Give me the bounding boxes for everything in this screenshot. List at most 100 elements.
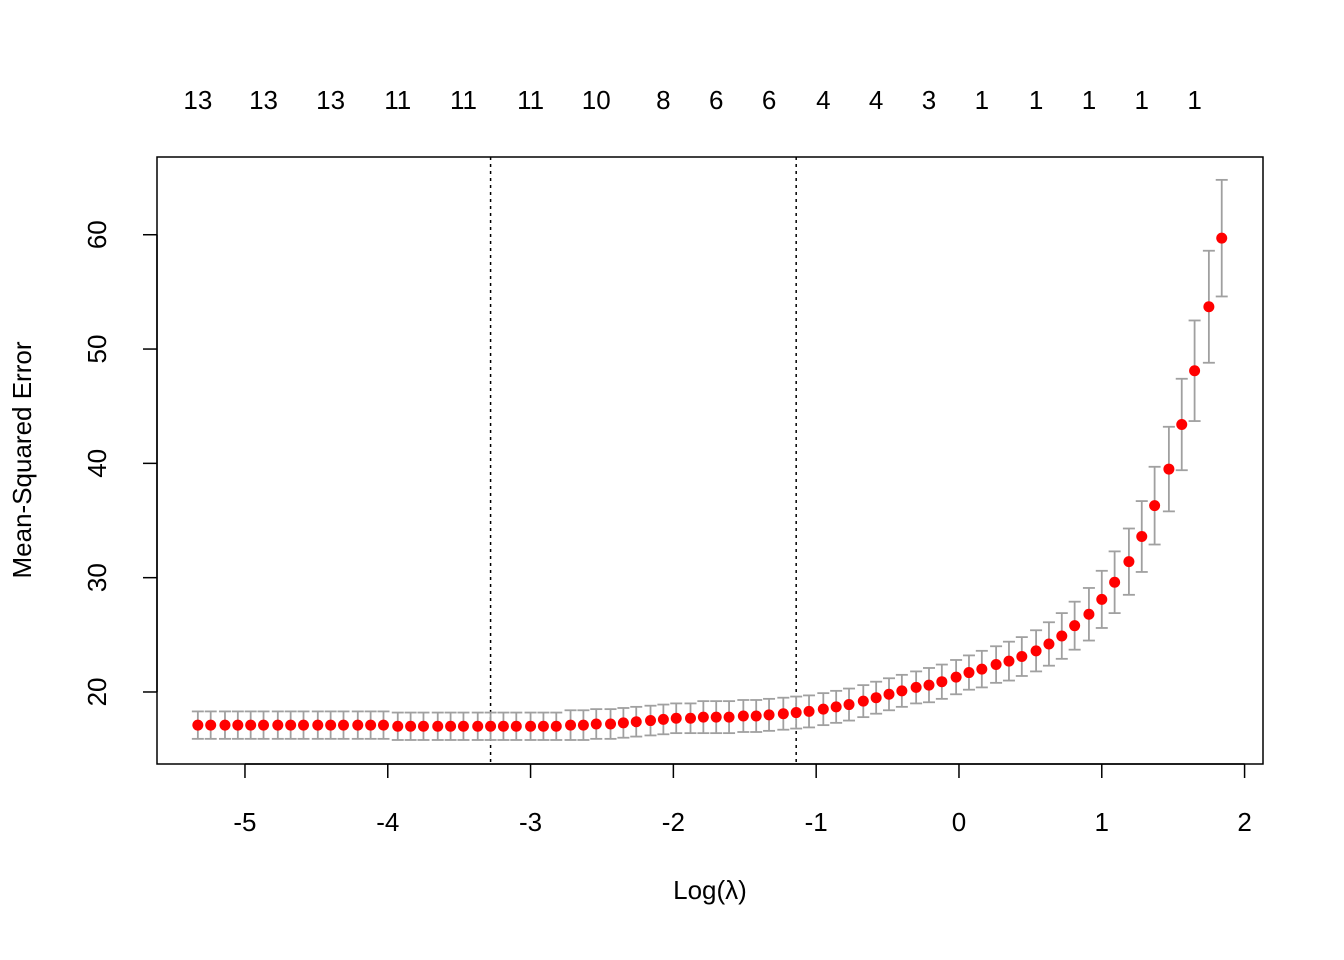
point	[392, 720, 404, 732]
point	[870, 692, 882, 704]
point	[990, 659, 1002, 671]
x-tick-label: 1	[1095, 807, 1109, 837]
point	[950, 671, 962, 683]
point	[685, 712, 697, 724]
point	[337, 719, 349, 731]
point	[817, 703, 829, 715]
top-tick-label: 4	[869, 85, 883, 115]
y-tick-label: 60	[82, 220, 112, 249]
top-tick-label: 6	[709, 85, 723, 115]
top-tick-label: 13	[316, 85, 345, 115]
point	[565, 719, 577, 731]
y-tick-label: 40	[82, 449, 112, 478]
point	[577, 719, 589, 731]
y-tick-label: 50	[82, 335, 112, 364]
point	[936, 676, 948, 688]
point	[723, 711, 735, 723]
top-tick-label: 1	[1082, 85, 1096, 115]
point	[1003, 655, 1015, 667]
top-tick-label: 13	[249, 85, 278, 115]
point	[1149, 500, 1161, 512]
top-tick-label: 4	[816, 85, 830, 115]
point	[205, 719, 217, 731]
point	[497, 720, 509, 732]
point	[245, 719, 257, 731]
point	[525, 720, 537, 732]
point	[590, 718, 602, 730]
point	[258, 719, 270, 731]
point	[1043, 638, 1055, 650]
point	[1176, 418, 1188, 430]
point	[790, 707, 802, 719]
point	[192, 719, 204, 731]
point	[537, 720, 549, 732]
x-tick-label: -5	[233, 807, 256, 837]
point	[219, 719, 231, 731]
point	[1096, 593, 1108, 605]
point	[737, 710, 749, 722]
point	[365, 719, 377, 731]
point	[298, 719, 310, 731]
top-tick-label: 6	[762, 85, 776, 115]
point	[843, 699, 855, 711]
point	[830, 701, 842, 713]
point	[377, 719, 389, 731]
point	[550, 720, 562, 732]
point	[1123, 556, 1135, 568]
top-tick-label: 8	[656, 85, 670, 115]
point	[777, 708, 789, 720]
point	[1109, 576, 1121, 588]
point	[405, 720, 417, 732]
point	[803, 705, 815, 717]
point	[710, 711, 722, 723]
point	[1136, 531, 1148, 543]
point	[923, 679, 935, 691]
point	[697, 711, 709, 723]
x-tick-label: 2	[1237, 807, 1251, 837]
point	[485, 720, 497, 732]
top-tick-label: 1	[1135, 85, 1149, 115]
point	[883, 688, 895, 700]
point	[1016, 651, 1028, 663]
point	[1163, 463, 1175, 475]
point	[417, 720, 429, 732]
point	[325, 719, 337, 731]
x-tick-label: -3	[519, 807, 542, 837]
x-tick-label: -1	[805, 807, 828, 837]
top-tick-label: 13	[183, 85, 212, 115]
point	[963, 667, 975, 679]
point	[510, 720, 522, 732]
point	[1216, 232, 1228, 244]
point	[457, 720, 469, 732]
point	[763, 709, 775, 721]
point	[670, 712, 682, 724]
point	[285, 719, 297, 731]
point	[750, 710, 762, 722]
point	[657, 713, 669, 725]
top-tick-label: 11	[517, 85, 544, 115]
point	[1056, 630, 1068, 642]
point	[1030, 645, 1042, 657]
y-tick-label: 20	[82, 678, 112, 707]
point	[312, 719, 324, 731]
point	[272, 719, 284, 731]
y-tick-label: 30	[82, 563, 112, 592]
point	[1069, 620, 1081, 632]
point	[630, 716, 642, 728]
point	[617, 717, 629, 729]
point	[1203, 301, 1215, 313]
x-tick-label: 0	[952, 807, 966, 837]
y-axis-label: Mean-Squared Error	[7, 341, 37, 578]
point	[445, 720, 457, 732]
top-tick-label: 1	[1187, 85, 1201, 115]
point	[976, 663, 988, 675]
point	[910, 681, 922, 693]
top-tick-label: 11	[450, 85, 477, 115]
x-tick-label: -4	[376, 807, 399, 837]
top-tick-label: 1	[1029, 85, 1043, 115]
point	[1189, 365, 1201, 377]
point	[232, 719, 244, 731]
top-tick-label: 3	[922, 85, 936, 115]
